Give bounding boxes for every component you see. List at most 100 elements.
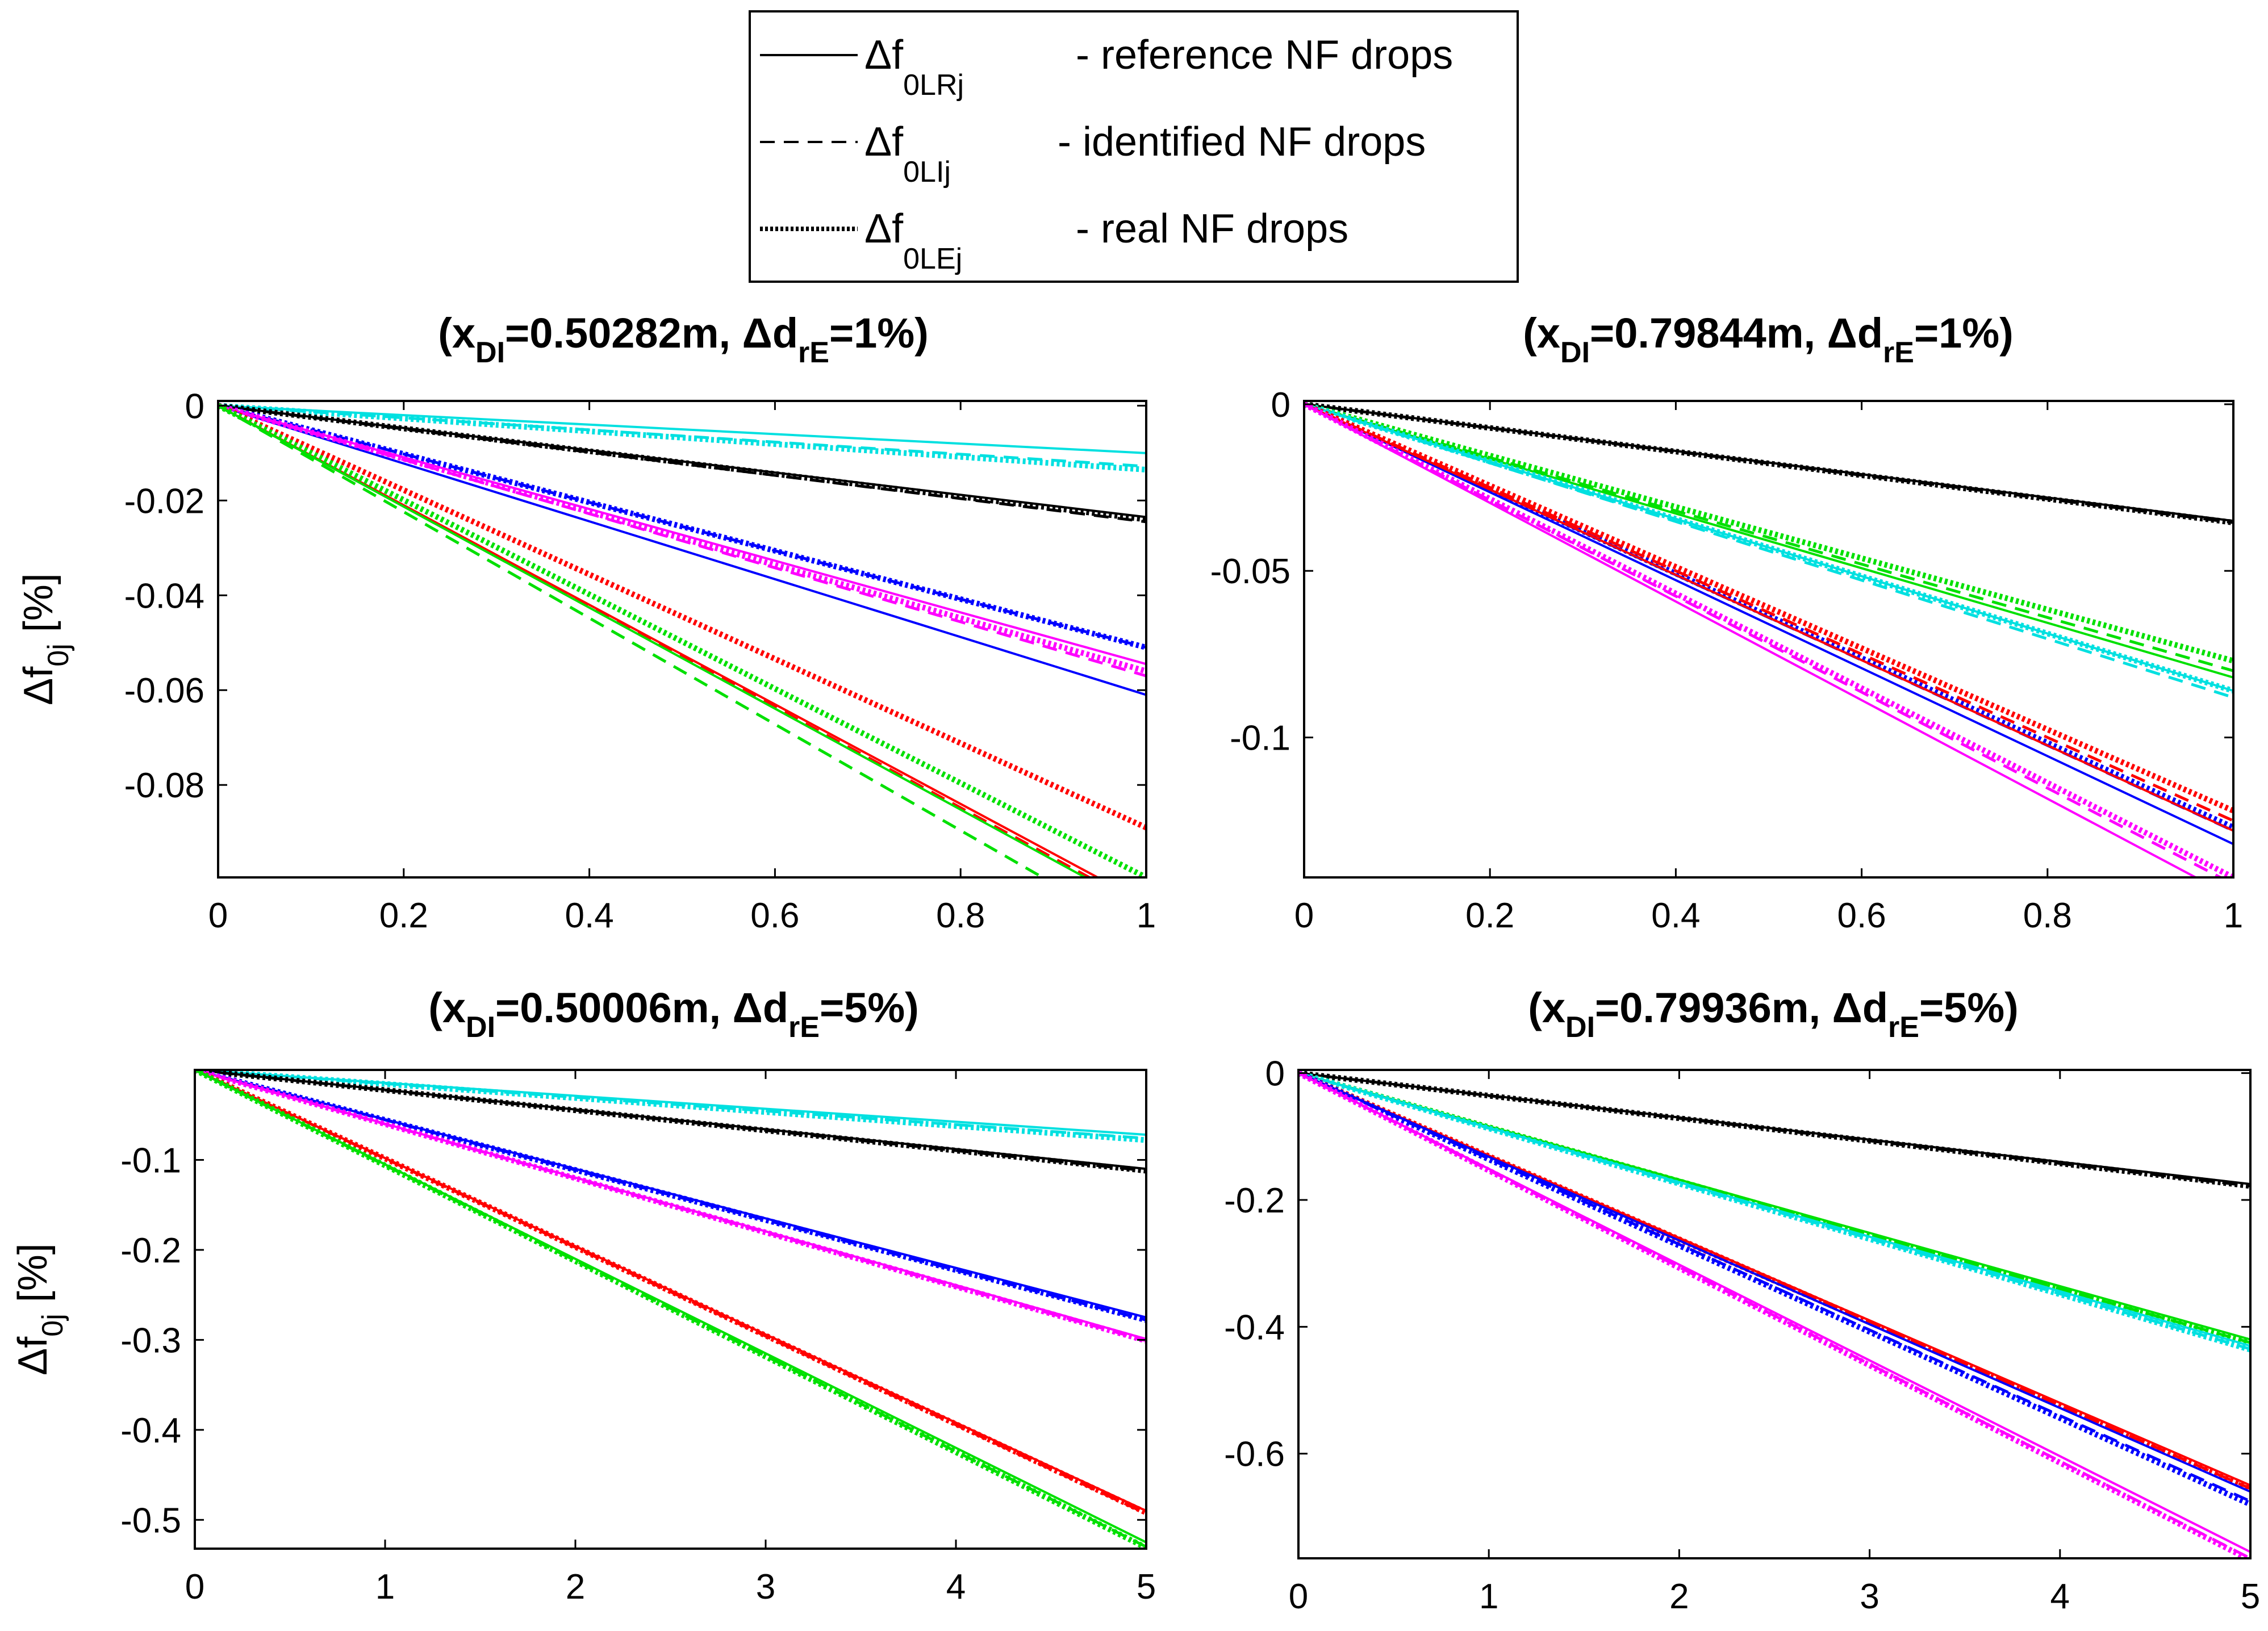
legend-box — [749, 10, 1519, 283]
legend-symbol-sub: 0LEj — [903, 242, 962, 275]
series-line-reference — [218, 404, 1146, 696]
axes-box — [194, 1069, 1147, 1550]
title-close: =1%) — [829, 310, 929, 357]
title-sub-1: DI — [475, 336, 505, 369]
series-line-real — [218, 403, 1146, 650]
x-tick-label: 3 — [756, 1567, 775, 1607]
x-tick-label: 0 — [1294, 896, 1314, 935]
subplot-title: (xDI=0.79844m, ΔdrE=1%) — [1523, 310, 2014, 369]
title-sub-2: rE — [788, 1011, 820, 1044]
x-tick-label: 0.6 — [750, 896, 799, 935]
y-axis-label: Δf0j [%] — [10, 1243, 69, 1375]
y-tick-label: -0.05 — [1210, 552, 1290, 591]
ylabel-unit: [%] — [16, 573, 61, 643]
series-line-reference — [1298, 1072, 2250, 1493]
subplot-4: 0 1 2 3 4 5 0 -0.2 -0.4 -0.6 (xDI=0.79936m, ΔdrE=5… — [1224, 984, 2260, 1616]
title-sub-1: DI — [1560, 336, 1590, 369]
x-tick-label: 1 — [1479, 1577, 1498, 1616]
y-tick-label: -0.6 — [1224, 1435, 1285, 1474]
x-tick-label: 3 — [1860, 1577, 1879, 1616]
series-line-real — [195, 1070, 1146, 1174]
y-tick-label: -0.4 — [1224, 1308, 1285, 1347]
series-line-real — [218, 403, 1146, 473]
y-tick-label: -0.1 — [1230, 719, 1290, 758]
series-line-real — [1304, 402, 2233, 664]
x-tick-label: 2 — [1669, 1577, 1689, 1616]
legend-symbol-main: Δf — [864, 206, 904, 252]
series-line-identified — [1304, 403, 2233, 699]
x-tick-label: 0.6 — [1837, 896, 1886, 935]
series-group — [1298, 1070, 2250, 1558]
subplot-2: 0 0.2 0.4 0.6 0.8 1 0 -0.05 -0.1 (xDI=0.79844m, Δ… — [1210, 310, 2244, 935]
series-group — [195, 1070, 1146, 1549]
title-mid: =0.79936m, Δd — [1595, 984, 1888, 1031]
axes-box — [1303, 400, 2234, 879]
title-sub-2: rE — [1883, 336, 1914, 369]
ylabel-main: Δf — [16, 666, 61, 705]
x-tick-label: 1 — [1137, 896, 1156, 935]
subplots: 0 0.2 0.4 0.6 0.8 10-0.02-0.04-0.06-0.08(xDI=… — [10, 310, 2260, 1616]
title-mid: =0.50282m, Δd — [505, 310, 798, 357]
title-close: =5%) — [1919, 984, 2019, 1031]
axes-box — [217, 400, 1147, 879]
legend-symbol: Δf0LRj — [864, 32, 964, 102]
series-line-real — [1304, 402, 2233, 877]
title-open: (x — [1523, 310, 1560, 357]
y-tick-label: 0 — [1271, 386, 1290, 425]
title-close: =1%) — [1914, 310, 2014, 357]
series-line-identified — [195, 1070, 1146, 1140]
series-line-real — [195, 1070, 1146, 1143]
title-open: (x — [428, 984, 466, 1031]
series-line-identified — [1304, 403, 2233, 672]
subplot-title: (xDI=0.50006m, ΔdrE=5%) — [428, 984, 919, 1044]
y-axis-label: Δf0j [%] — [16, 573, 75, 705]
y-tick-label: -0.3 — [120, 1321, 181, 1360]
y-tick-label: 0 — [185, 387, 204, 426]
subplot-1: 0 0.2 0.4 0.6 0.8 10-0.02-0.04-0.06-0.08(xDI=… — [16, 310, 1156, 935]
series-group — [218, 403, 1146, 877]
series-line-real — [195, 1070, 1146, 1516]
x-tick-label: 0.4 — [1651, 896, 1700, 935]
y-tick-label: -0.4 — [120, 1411, 181, 1450]
y-tick-label: -0.5 — [120, 1501, 181, 1540]
x-tick-label: 1 — [375, 1567, 395, 1607]
series-line-real — [1304, 402, 2233, 814]
series-line-real — [1298, 1070, 2250, 1507]
x-tick-label: 5 — [1137, 1567, 1156, 1607]
title-mid: =0.50006m, Δd — [495, 984, 788, 1031]
series-line-reference — [1304, 403, 2233, 692]
subplot-3: 0 1 2 3 4 5 -0.1 -0.2 -0.3 -0.4 -0.5 (xDI=0.50006m,… — [10, 984, 1156, 1607]
legend-symbol-main: Δf — [864, 32, 904, 78]
series-line-reference — [1304, 403, 2198, 877]
subplot-title: (xDI=0.79936m, ΔdrE=5%) — [1528, 984, 2019, 1044]
y-tick-label: -0.06 — [124, 671, 204, 710]
x-tick-label: 0 — [185, 1567, 204, 1607]
series-line-identified — [218, 404, 1046, 877]
legend-label: - identified NF drops — [1058, 119, 1426, 165]
series-line-real — [195, 1070, 1146, 1323]
y-tick-label: -0.02 — [124, 482, 204, 521]
axes-box — [1297, 1069, 2252, 1559]
y-tick-label: -0.1 — [120, 1141, 181, 1180]
x-tick-label: 4 — [2050, 1577, 2070, 1616]
ylabel-sub: 0j — [36, 1314, 69, 1336]
series-group — [1304, 401, 2233, 877]
legend-symbol-main: Δf — [864, 119, 904, 165]
series-line-reference — [1304, 403, 2233, 832]
series-line-real — [218, 403, 1146, 830]
title-sub-2: rE — [1888, 1011, 1919, 1044]
legend-symbol: Δf0LEj — [864, 206, 962, 275]
series-line-reference — [195, 1070, 1146, 1136]
series-line-real — [195, 1070, 1146, 1549]
legend-symbol: Δf0LIj — [864, 119, 951, 189]
x-tick-label: 1 — [2224, 896, 2243, 935]
series-line-real — [218, 403, 1146, 674]
legend-symbol-sub: 0LRj — [903, 69, 964, 102]
x-tick-label: 0.8 — [2023, 896, 2072, 935]
y-tick-label: -0.08 — [124, 766, 204, 805]
ylabel-main: Δf — [10, 1336, 56, 1375]
series-line-reference — [218, 404, 1088, 877]
series-line-real — [1298, 1070, 2250, 1189]
